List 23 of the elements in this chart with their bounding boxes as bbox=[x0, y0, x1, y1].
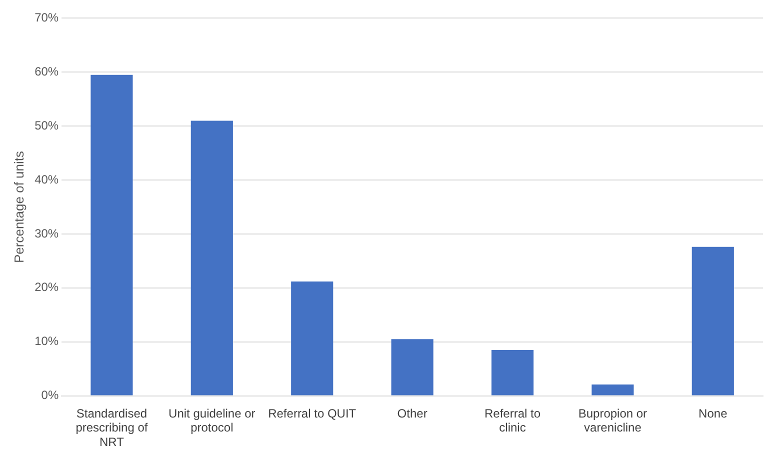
bar bbox=[90, 74, 133, 396]
x-tick-label: Referral to clinic bbox=[484, 406, 541, 435]
bar bbox=[190, 120, 233, 396]
y-tick-label: 30% bbox=[34, 226, 59, 240]
y-tick-label: 70% bbox=[34, 10, 59, 25]
y-tick-label: 50% bbox=[34, 118, 59, 132]
y-tick-label: 0% bbox=[41, 388, 59, 402]
y-axis-title: Percentage of units bbox=[11, 150, 26, 264]
bar bbox=[291, 281, 334, 396]
x-tick-label: Standardised prescribing of NRT bbox=[76, 406, 148, 450]
y-tick-label: 20% bbox=[34, 280, 59, 294]
x-tick-label: Other bbox=[397, 406, 428, 420]
x-tick-label: Unit guideline or protocol bbox=[168, 406, 256, 435]
bar bbox=[592, 384, 634, 396]
y-tick-label: 40% bbox=[34, 172, 59, 186]
y-tick-label: 10% bbox=[34, 334, 59, 348]
x-tick-label: Bupropion or varenicline bbox=[578, 406, 648, 435]
bar bbox=[391, 339, 434, 396]
y-tick-label: 60% bbox=[34, 64, 59, 78]
x-tick-label: Referral to QUIT bbox=[268, 406, 357, 420]
x-tick-label: None bbox=[698, 406, 728, 420]
bar bbox=[491, 350, 534, 396]
bar bbox=[692, 246, 734, 396]
